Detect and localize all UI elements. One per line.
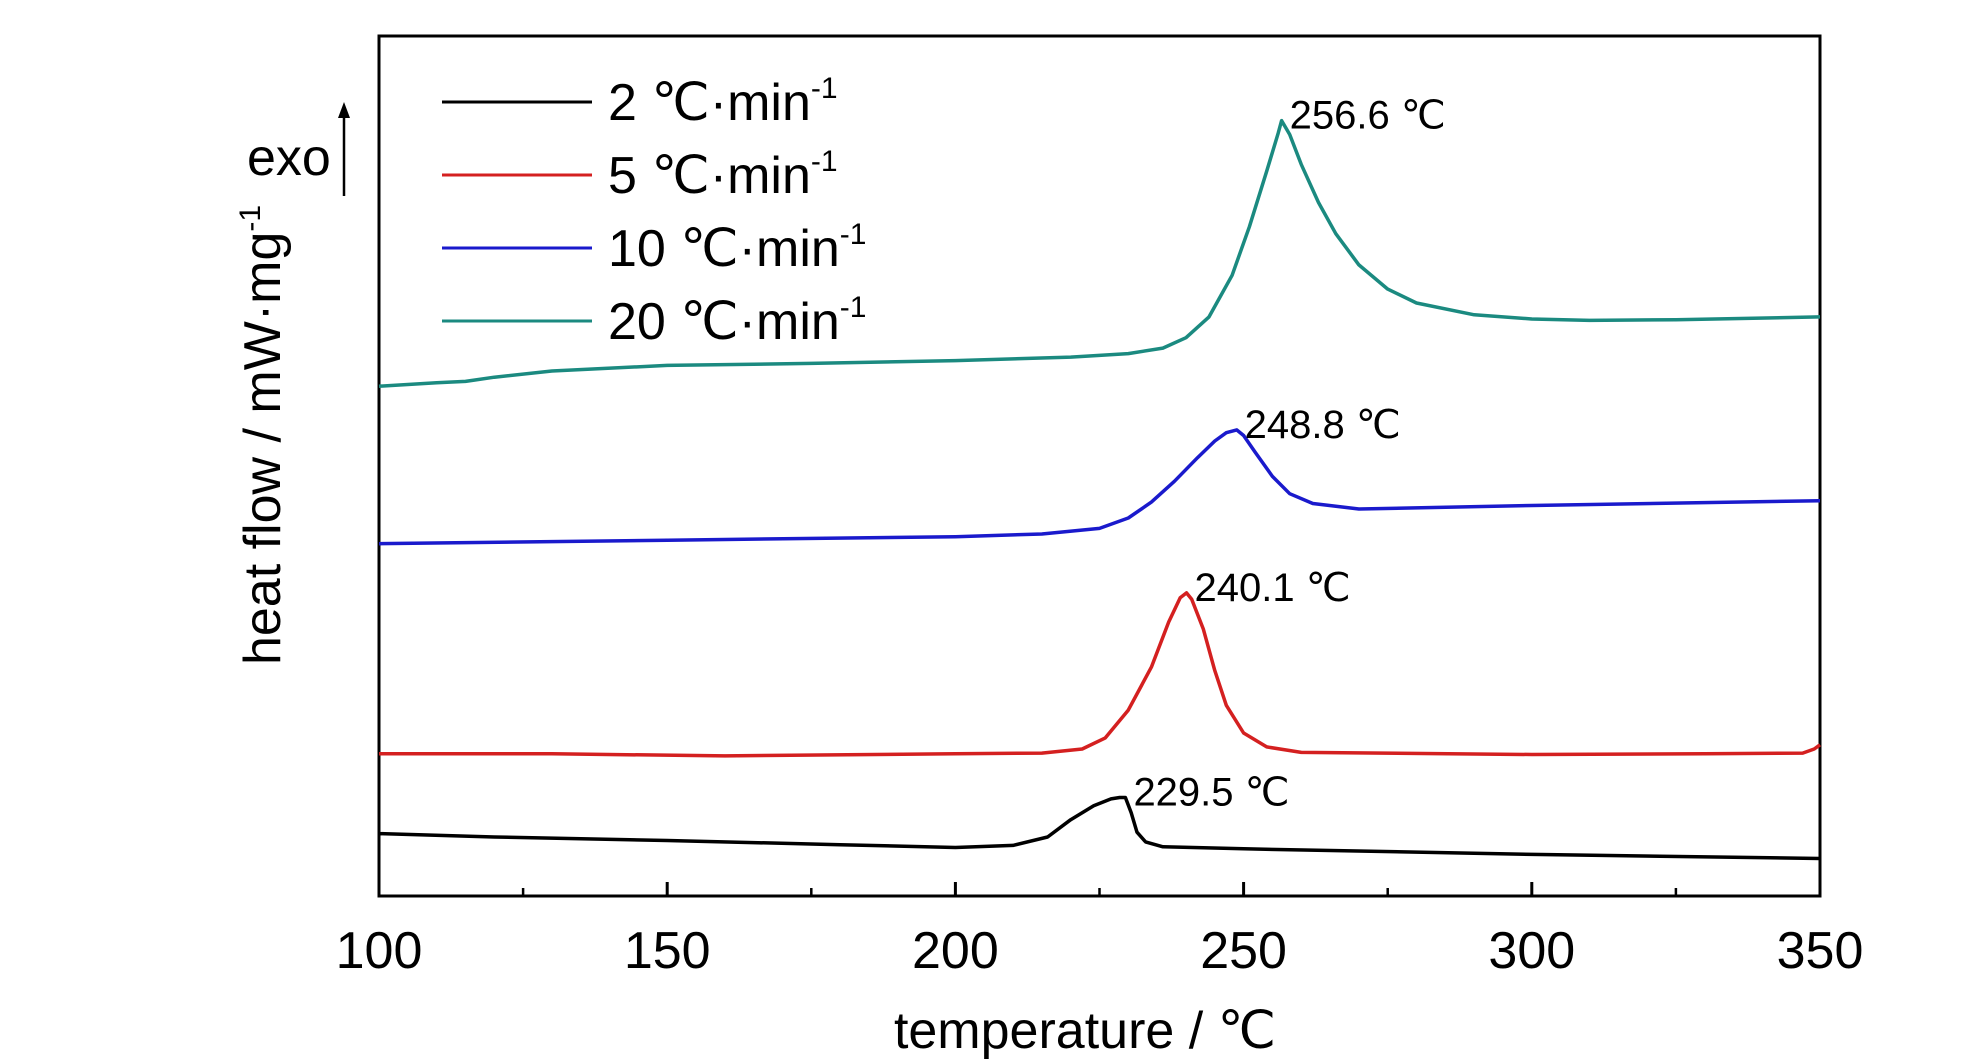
legend-label-sup: -1	[840, 218, 867, 251]
legend-label-text: 20 ℃·min	[608, 293, 840, 351]
series-line-3	[378, 118, 1821, 388]
y-axis-title-text: heat flow / mW·mg	[234, 232, 292, 665]
exo-indicator: exo	[247, 102, 350, 196]
peak-label: 256.6 ℃	[1290, 94, 1446, 138]
x-tick-label: 350	[1777, 922, 1864, 980]
legend: 2 ℃·min-15 ℃·min-110 ℃·min-120 ℃·min-1	[442, 72, 866, 351]
x-axis-ticks: 100 150 200 250 300 350	[336, 882, 1864, 980]
exo-arrow-icon	[338, 102, 350, 118]
legend-label-sup: -1	[840, 291, 867, 324]
y-axis-title-sup: -1	[234, 205, 267, 232]
legend-label: 20 ℃·min-1	[608, 291, 866, 351]
x-axis-title: temperature / ℃	[894, 1002, 1276, 1060]
legend-label: 2 ℃·min-1	[608, 72, 838, 132]
exo-label: exo	[247, 129, 331, 187]
y-axis-title-group: heat flow / mW·mg-1	[234, 205, 292, 665]
x-tick-label: 150	[624, 922, 711, 980]
x-tick-label: 100	[336, 922, 423, 980]
plot-frame	[377, 34, 1822, 898]
legend-label: 10 ℃·min-1	[608, 218, 866, 278]
x-tick-label: 250	[1200, 922, 1287, 980]
legend-label-text: 2 ℃·min	[608, 74, 811, 132]
legend-label-sup: -1	[811, 72, 838, 105]
series-line-1	[379, 591, 1822, 758]
peak-label: 240.1 ℃	[1195, 566, 1351, 610]
x-tick-label: 300	[1488, 922, 1575, 980]
peak-label: 229.5 ℃	[1133, 771, 1289, 815]
legend-label-sup: -1	[811, 145, 838, 178]
series-group	[378, 118, 1822, 861]
legend-label-text: 5 ℃·min	[608, 147, 811, 205]
y-axis-title: heat flow / mW·mg-1	[234, 205, 292, 665]
legend-label: 5 ℃·min-1	[608, 145, 838, 205]
legend-label-text: 10 ℃·min	[608, 220, 840, 278]
peak-annotations: 229.5 ℃ 240.1 ℃ 248.8 ℃ 256.6 ℃	[1133, 94, 1445, 815]
series-line-2	[378, 428, 1821, 546]
series-line-0	[378, 795, 1821, 861]
peak-label: 248.8 ℃	[1245, 403, 1401, 447]
x-tick-label: 200	[912, 922, 999, 980]
